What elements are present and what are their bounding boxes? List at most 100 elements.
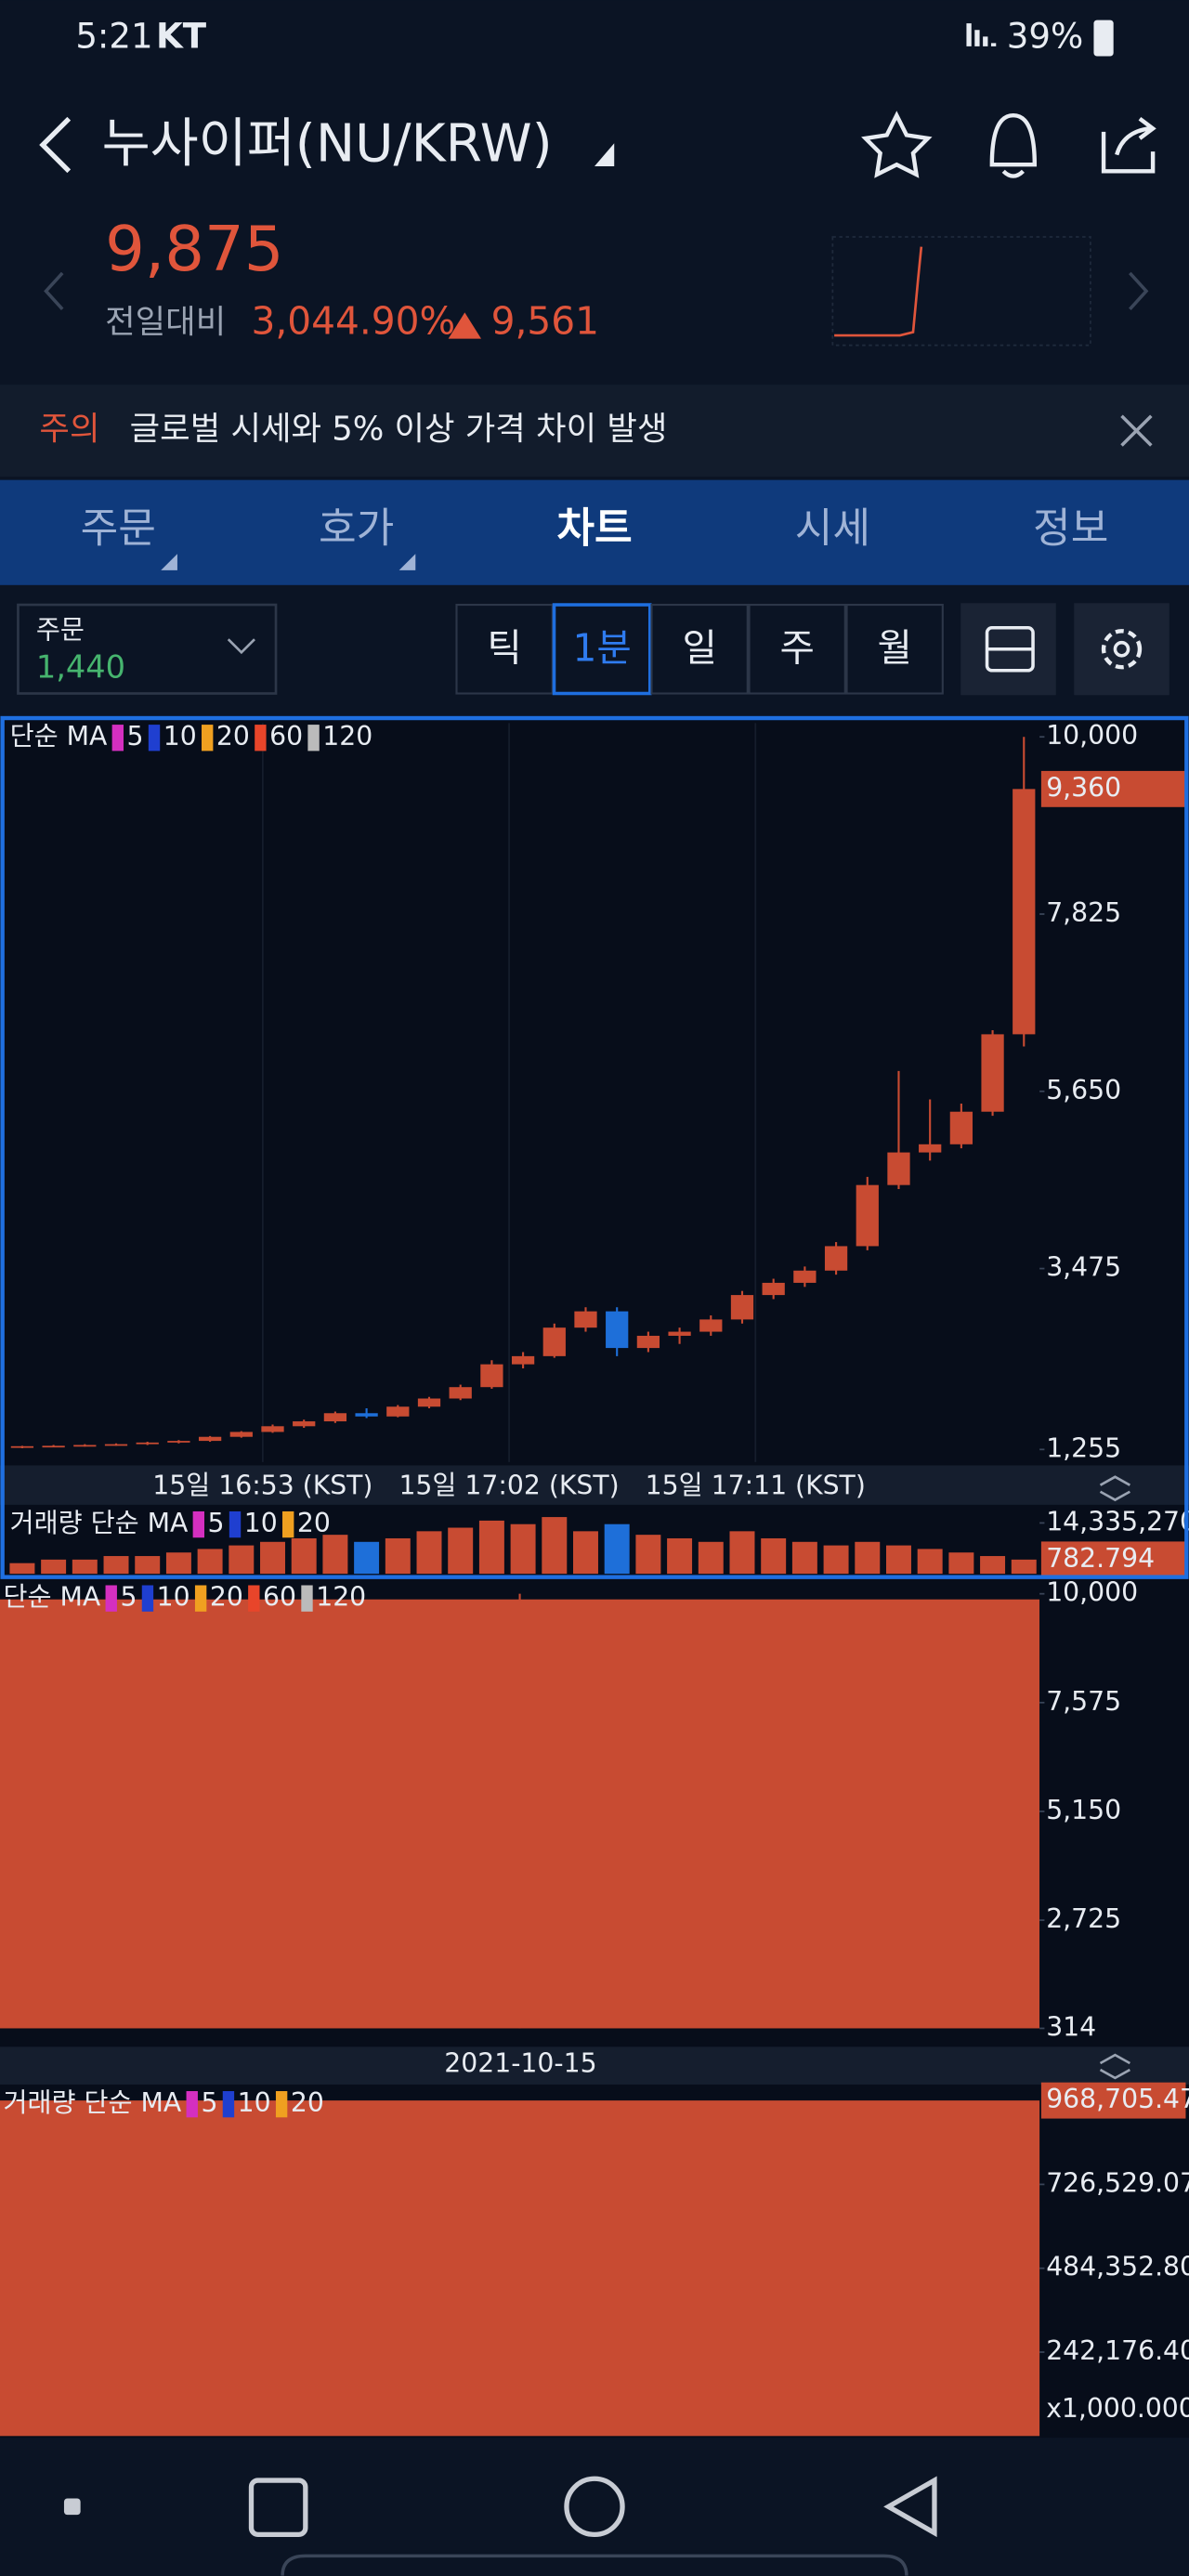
notice-close[interactable] bbox=[1120, 414, 1153, 447]
legend-title: 거래량 단순 MA bbox=[10, 1508, 189, 1538]
volume-bar bbox=[103, 1556, 129, 1575]
y-tick-label: 5,150 bbox=[1046, 1795, 1121, 1825]
candle-body bbox=[668, 1331, 691, 1336]
legend-swatch bbox=[192, 1510, 205, 1538]
back-button[interactable] bbox=[39, 116, 72, 174]
order-dropdown[interactable] bbox=[227, 638, 255, 655]
tab[interactable]: 호가 bbox=[319, 504, 394, 552]
candle-body bbox=[636, 1335, 660, 1349]
volume-bar bbox=[0, 2100, 1040, 2437]
last-value-tag bbox=[1040, 1541, 1186, 1578]
battery-icon bbox=[1093, 20, 1114, 57]
nav-home[interactable] bbox=[564, 2476, 625, 2538]
candle-body bbox=[793, 1270, 817, 1283]
resize-handle[interactable] bbox=[1099, 1475, 1130, 1502]
volume-bar bbox=[385, 1537, 411, 1575]
legend-swatch bbox=[141, 1585, 154, 1612]
x-axis-label: 2021-10-15 bbox=[444, 2048, 596, 2079]
y-tick-label: 1,255 bbox=[1046, 1432, 1121, 1463]
current-price: 9,875 bbox=[105, 213, 283, 285]
notice-text: 글로벌 시세와 5% 이상 가격 차이 발생 bbox=[130, 411, 668, 449]
candle-body bbox=[824, 1246, 848, 1271]
candle-body bbox=[73, 1445, 97, 1447]
candle-body bbox=[949, 1111, 973, 1144]
header-title[interactable]: 누사이퍼(NU/KRW) bbox=[102, 112, 553, 174]
header: 누사이퍼(NU/KRW) bbox=[39, 111, 1156, 178]
legend-label: 10 bbox=[244, 1508, 278, 1538]
volume-bar bbox=[416, 1531, 442, 1575]
volume-bar bbox=[761, 1537, 787, 1575]
alert-button[interactable] bbox=[989, 112, 1038, 178]
volume-bar bbox=[478, 1520, 504, 1575]
favorite-button[interactable] bbox=[861, 111, 933, 178]
legend-label: 20 bbox=[210, 1582, 243, 1613]
period-button[interactable] bbox=[845, 603, 944, 695]
share-button[interactable] bbox=[1101, 116, 1156, 174]
legend-swatch bbox=[111, 725, 124, 752]
legend-label: 60 bbox=[263, 1582, 296, 1613]
volume-bar bbox=[635, 1535, 661, 1575]
next-arrow[interactable] bbox=[1129, 271, 1149, 310]
tab[interactable]: 정보 bbox=[1033, 504, 1108, 552]
last-value-label: 9,360 bbox=[1046, 772, 1121, 803]
volume-bar bbox=[1011, 1559, 1037, 1575]
last-value-tag bbox=[1040, 770, 1186, 807]
legend-label: 120 bbox=[322, 721, 372, 752]
legend-label: 20 bbox=[216, 721, 250, 752]
candle-body bbox=[919, 1144, 942, 1153]
volume-bar bbox=[917, 1549, 943, 1575]
notice-tag: 주의 bbox=[39, 411, 99, 449]
volume-bar bbox=[791, 1541, 817, 1575]
candle-body bbox=[10, 1445, 34, 1448]
volume-bar bbox=[667, 1537, 693, 1575]
y-tick-label: 5,650 bbox=[1046, 1075, 1121, 1105]
legend-swatch bbox=[222, 2091, 235, 2118]
nav-background bbox=[0, 2442, 1189, 2576]
candle-body bbox=[574, 1311, 597, 1328]
legend-label: 20 bbox=[291, 2087, 324, 2118]
legend-swatch bbox=[301, 1585, 313, 1612]
y-tick-label: 484,352.807 bbox=[1046, 2252, 1189, 2282]
candle-body bbox=[449, 1387, 472, 1399]
tab-bar bbox=[0, 479, 1189, 585]
y-tick-label: 7,825 bbox=[1046, 897, 1121, 928]
legend-label: 10 bbox=[157, 1582, 190, 1613]
candle-body bbox=[1013, 789, 1036, 1035]
period-label: 1분 bbox=[572, 626, 631, 671]
volume-bar bbox=[41, 1559, 67, 1575]
candle-body bbox=[981, 1034, 1004, 1112]
legend-swatch bbox=[194, 1585, 207, 1612]
tab[interactable]: 차트 bbox=[556, 504, 632, 552]
candle-body bbox=[0, 1599, 1040, 2029]
resize-handle[interactable] bbox=[1099, 2053, 1130, 2080]
order-box[interactable] bbox=[17, 603, 278, 695]
y-tick-label: 10,000 bbox=[1046, 1577, 1138, 1608]
charts: 10,000 7,825 5,650 3,475 1,255 9,360 15일 16:53… bbox=[0, 720, 1189, 2437]
candle-body bbox=[355, 1413, 378, 1417]
period-button[interactable] bbox=[552, 603, 652, 696]
status-time: 5:21 bbox=[75, 17, 152, 57]
settings-button[interactable] bbox=[1074, 603, 1169, 696]
volume-bar bbox=[448, 1527, 474, 1575]
nav-recents[interactable] bbox=[248, 2478, 308, 2538]
period-button[interactable] bbox=[455, 603, 554, 695]
period-button[interactable] bbox=[748, 603, 846, 695]
tab[interactable]: 주문 bbox=[81, 504, 156, 552]
volume-bar bbox=[291, 1537, 317, 1575]
nav-dot[interactable] bbox=[63, 2498, 81, 2516]
period-button[interactable] bbox=[650, 603, 749, 695]
volume-bar bbox=[885, 1545, 911, 1575]
legend-label: 5 bbox=[127, 721, 144, 752]
nav-bar bbox=[0, 2442, 1189, 2576]
nav-back[interactable] bbox=[883, 2476, 937, 2538]
volume-bar bbox=[573, 1531, 598, 1575]
settings-icon bbox=[1101, 629, 1143, 670]
prev-arrow[interactable] bbox=[44, 271, 64, 310]
legend-title: 거래량 단순 MA bbox=[4, 2087, 182, 2118]
legend-label: 10 bbox=[163, 721, 197, 752]
last-value-tag bbox=[1040, 2082, 1186, 2119]
tab[interactable]: 시세 bbox=[795, 504, 870, 552]
legend-label: 5 bbox=[201, 2087, 217, 2118]
